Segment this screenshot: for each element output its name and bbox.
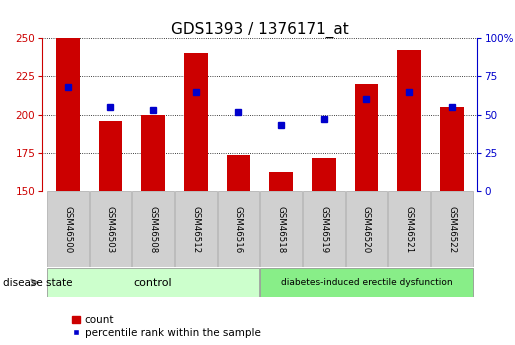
FancyBboxPatch shape <box>260 268 473 297</box>
Bar <box>440 107 464 191</box>
FancyBboxPatch shape <box>388 191 430 267</box>
FancyBboxPatch shape <box>47 268 260 297</box>
Bar <box>355 84 378 191</box>
FancyBboxPatch shape <box>346 191 387 267</box>
Text: GSM46508: GSM46508 <box>149 206 158 253</box>
Bar <box>312 158 336 191</box>
FancyBboxPatch shape <box>260 191 302 267</box>
FancyBboxPatch shape <box>431 191 473 267</box>
Bar <box>269 171 293 191</box>
Text: disease state: disease state <box>3 278 72 287</box>
Text: GSM46519: GSM46519 <box>319 206 329 253</box>
Text: GSM46512: GSM46512 <box>191 206 200 253</box>
FancyBboxPatch shape <box>132 191 174 267</box>
Text: GSM46500: GSM46500 <box>63 206 72 253</box>
FancyBboxPatch shape <box>303 191 345 267</box>
Bar <box>56 38 79 191</box>
FancyBboxPatch shape <box>47 191 89 267</box>
Bar <box>227 155 250 191</box>
Text: GSM46522: GSM46522 <box>448 206 456 253</box>
Text: GSM46516: GSM46516 <box>234 206 243 253</box>
Bar <box>99 121 122 191</box>
Bar <box>142 115 165 191</box>
Text: GSM46521: GSM46521 <box>405 206 414 253</box>
Text: diabetes-induced erectile dysfunction: diabetes-induced erectile dysfunction <box>281 278 452 287</box>
Title: GDS1393 / 1376171_at: GDS1393 / 1376171_at <box>171 22 349 38</box>
Text: GSM46503: GSM46503 <box>106 206 115 253</box>
Bar <box>184 53 208 191</box>
FancyBboxPatch shape <box>90 191 131 267</box>
Legend: count, percentile rank within the sample: count, percentile rank within the sample <box>72 315 261 338</box>
Text: GSM46518: GSM46518 <box>277 206 286 253</box>
Bar <box>398 50 421 191</box>
FancyBboxPatch shape <box>217 191 260 267</box>
Text: GSM46520: GSM46520 <box>362 206 371 253</box>
FancyBboxPatch shape <box>175 191 217 267</box>
Text: control: control <box>134 278 173 287</box>
